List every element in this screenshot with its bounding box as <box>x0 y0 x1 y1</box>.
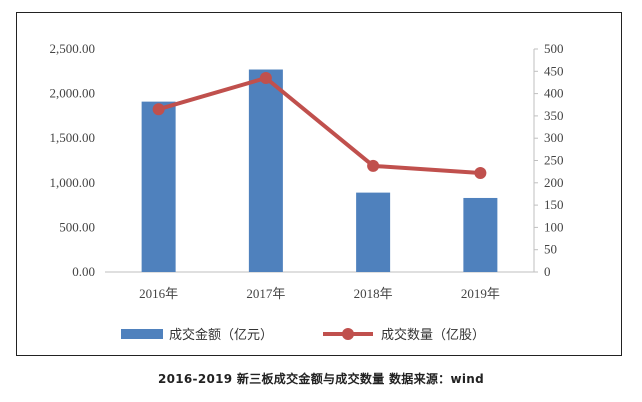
line-series <box>156 75 483 175</box>
y-left-tick-label: 1,000.00 <box>50 175 96 190</box>
y-right-tick-label: 50 <box>544 242 557 257</box>
y-left-tick-label: 2,000.00 <box>50 86 96 101</box>
y-right-tick-label: 0 <box>544 264 551 279</box>
legend-label-line: 成交数量（亿股） <box>381 327 485 343</box>
y-right-tick-label: 500 <box>544 41 564 56</box>
bar <box>141 101 176 273</box>
combo-chart: 0.00 500.00 1,000.00 1,500.00 2,000.00 2,500.… <box>50 41 564 343</box>
legend-swatch-bar <box>121 329 163 339</box>
line-point <box>474 166 487 179</box>
y-left-tick-label: 2,500.00 <box>50 41 96 56</box>
y-right-tick-label: 350 <box>544 108 564 123</box>
x-tick-label: 2016年 <box>139 286 178 301</box>
line-point <box>259 71 272 84</box>
y-right-tick-label: 200 <box>544 175 564 190</box>
y-left-tick-label: 0.00 <box>72 264 95 279</box>
x-tick-label: 2019年 <box>461 286 500 301</box>
y-right-tick-label: 250 <box>544 153 564 168</box>
legend-swatch-marker <box>342 328 354 340</box>
y-right-tick-label: 100 <box>544 219 564 234</box>
y-right-tick-label: 150 <box>544 197 564 212</box>
chart-caption: 2016-2019 新三板成交金额与成交数量 数据来源：wind <box>157 372 485 386</box>
x-tick-label: 2017年 <box>246 286 285 301</box>
y-right-tick-label: 300 <box>544 130 564 145</box>
bar <box>356 192 391 272</box>
y-right-tick-label: 450 <box>544 63 564 78</box>
chart-frame: 0.00 500.00 1,000.00 1,500.00 2,000.00 2,500.… <box>16 12 622 356</box>
x-tick-label: 2018年 <box>354 286 393 301</box>
legend-label-bar: 成交金额（亿元） <box>169 327 273 343</box>
bar <box>248 69 283 273</box>
y-left-tick-label: 500.00 <box>59 219 95 234</box>
line-point <box>152 103 165 116</box>
line-point <box>367 159 380 172</box>
bar <box>463 197 498 272</box>
y-right-tick-label: 400 <box>544 86 564 101</box>
y-left-tick-label: 1,500.00 <box>50 130 96 145</box>
